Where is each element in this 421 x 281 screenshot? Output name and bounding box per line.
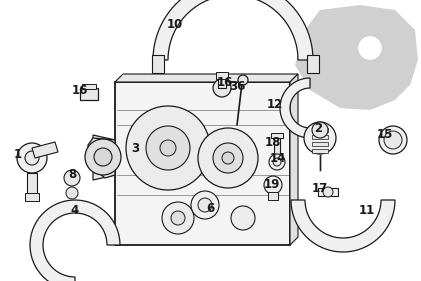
Circle shape	[85, 139, 121, 175]
Polygon shape	[30, 200, 120, 281]
Text: 19: 19	[264, 178, 280, 191]
Text: 2: 2	[314, 121, 322, 135]
Circle shape	[17, 143, 47, 173]
Bar	[152, 55, 164, 73]
Circle shape	[312, 122, 328, 138]
Circle shape	[171, 211, 185, 225]
Bar	[268, 192, 278, 200]
Text: 15: 15	[377, 128, 393, 142]
Polygon shape	[350, 16, 360, 26]
Polygon shape	[88, 138, 115, 178]
Polygon shape	[72, 174, 79, 182]
Text: 18: 18	[265, 137, 281, 149]
Circle shape	[146, 126, 190, 170]
Circle shape	[25, 151, 39, 165]
Polygon shape	[350, 70, 360, 80]
Polygon shape	[338, 28, 348, 37]
Circle shape	[213, 143, 243, 173]
Text: 3: 3	[131, 142, 139, 155]
Bar	[312, 142, 328, 146]
Text: 17: 17	[312, 182, 328, 194]
Polygon shape	[291, 200, 395, 252]
Bar	[312, 149, 328, 153]
Text: 36: 36	[229, 80, 245, 94]
Circle shape	[160, 140, 176, 156]
Polygon shape	[65, 178, 72, 186]
Bar	[271, 133, 283, 138]
Bar	[82, 84, 96, 89]
Polygon shape	[93, 135, 115, 180]
Circle shape	[238, 75, 248, 85]
Text: 4: 4	[71, 203, 79, 216]
Circle shape	[222, 152, 234, 164]
Circle shape	[358, 36, 382, 60]
Polygon shape	[381, 70, 390, 80]
Circle shape	[273, 158, 281, 166]
Polygon shape	[338, 58, 348, 68]
Polygon shape	[392, 58, 402, 68]
Text: 8: 8	[68, 169, 76, 182]
Polygon shape	[366, 76, 374, 84]
Polygon shape	[72, 178, 79, 186]
Text: 16: 16	[72, 83, 88, 96]
Polygon shape	[392, 28, 402, 37]
Bar	[216, 72, 228, 79]
Circle shape	[231, 206, 255, 230]
Circle shape	[264, 176, 282, 194]
Polygon shape	[334, 44, 342, 52]
Bar	[312, 128, 328, 132]
Text: 11: 11	[359, 203, 375, 216]
Circle shape	[191, 191, 219, 219]
Polygon shape	[398, 44, 406, 52]
Circle shape	[198, 198, 212, 212]
Circle shape	[162, 202, 194, 234]
Circle shape	[126, 106, 210, 190]
Bar	[115, 82, 290, 245]
Circle shape	[198, 128, 258, 188]
Bar	[307, 55, 319, 73]
Text: 12: 12	[267, 99, 283, 112]
Polygon shape	[366, 12, 374, 20]
Text: 16: 16	[217, 76, 233, 89]
Polygon shape	[290, 74, 298, 245]
Polygon shape	[153, 0, 313, 60]
Polygon shape	[65, 170, 72, 178]
Polygon shape	[72, 170, 79, 178]
Polygon shape	[65, 174, 72, 182]
Polygon shape	[295, 5, 418, 110]
Bar	[274, 135, 280, 165]
Circle shape	[323, 187, 333, 197]
Polygon shape	[32, 142, 58, 158]
Circle shape	[384, 131, 402, 149]
Bar	[218, 78, 226, 88]
Bar	[312, 135, 328, 139]
Text: 14: 14	[270, 151, 286, 164]
Bar	[80, 88, 98, 100]
Polygon shape	[381, 16, 390, 26]
Bar	[25, 193, 39, 201]
Circle shape	[379, 126, 407, 154]
Circle shape	[304, 122, 336, 154]
Text: 6: 6	[206, 201, 214, 214]
Circle shape	[66, 187, 78, 199]
Polygon shape	[280, 78, 310, 138]
Bar	[27, 173, 37, 195]
Polygon shape	[115, 74, 298, 82]
Circle shape	[342, 20, 398, 76]
Bar	[318, 188, 338, 196]
Text: 1: 1	[14, 148, 22, 162]
Text: 10: 10	[167, 19, 183, 31]
Circle shape	[94, 148, 112, 166]
Circle shape	[213, 79, 231, 97]
Circle shape	[269, 154, 285, 170]
